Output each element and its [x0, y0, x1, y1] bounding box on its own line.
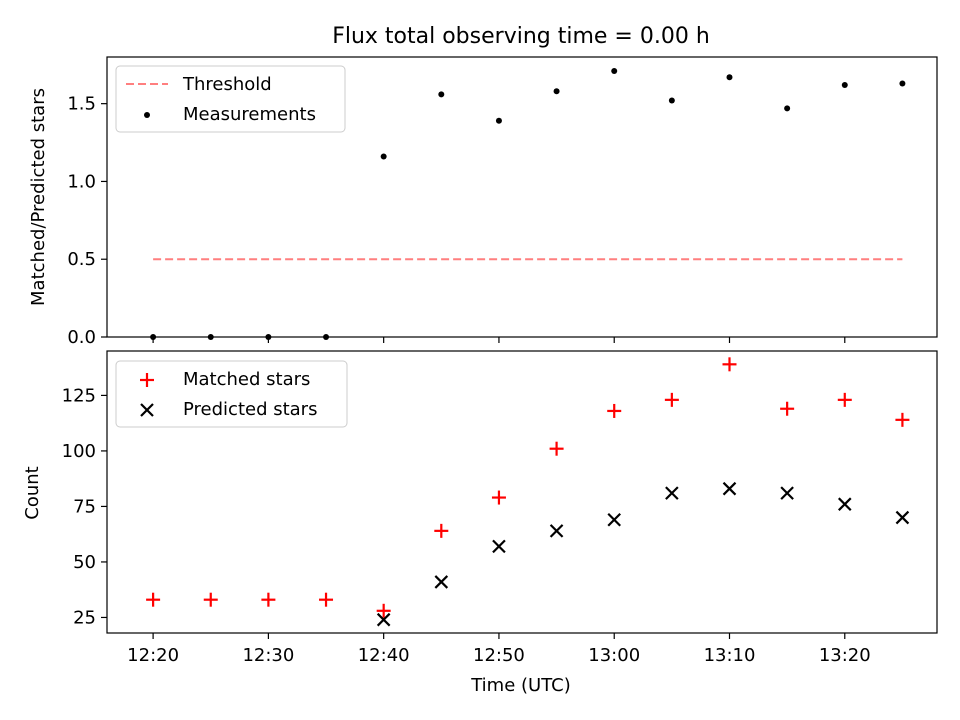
count-legend: Matched stars Predicted stars [115, 360, 348, 428]
measurement-point [611, 68, 618, 74]
count-y-tick-label: 50 [73, 552, 96, 573]
count-y-tick-label: 75 [73, 496, 96, 517]
matched-point [434, 523, 449, 538]
matched-legend-swatch [140, 373, 154, 387]
predicted-point [376, 612, 391, 627]
ratio-marks [150, 68, 906, 340]
x-tick-label: 12:50 [473, 645, 525, 666]
count-y-tick-label: 25 [73, 607, 96, 628]
count-plot-frame [106, 350, 938, 634]
ratio-y-axis-label: Matched/Predicted stars [28, 88, 49, 306]
ratio-legend: Threshold Measurements [115, 65, 346, 133]
x-axis-label: Time (UTC) [470, 675, 571, 696]
matched-point [607, 403, 622, 418]
count-panel: 25 50 75 100 125 12:20 12:30 12:40 12:50 13:00 13:… [22, 350, 938, 696]
measurement-point [726, 74, 733, 81]
matched-point [549, 441, 564, 456]
predicted-point [665, 486, 679, 500]
ratio-axes: 0.0 0.5 1.0 1.5 [67, 94, 846, 348]
matched-legend-label: Matched stars [183, 369, 310, 390]
predicted-point [434, 575, 449, 589]
ratio-y-tick-label: 1.5 [67, 94, 96, 115]
measurement-point [668, 97, 675, 104]
matched-point [146, 592, 161, 607]
matched-point [319, 592, 334, 607]
predicted-point [722, 481, 737, 496]
x-tick-label: 13:20 [819, 645, 871, 666]
matched-point [895, 412, 910, 427]
matched-point [261, 592, 276, 607]
count-y-tick-label: 100 [62, 441, 96, 462]
predicted-point [607, 512, 622, 527]
ratio-y-tick-label: 0.0 [67, 327, 96, 348]
matched-point [664, 392, 679, 407]
predicted-legend-swatch [140, 403, 154, 417]
count-marks [146, 357, 910, 627]
x-tick-label: 13:10 [704, 645, 756, 666]
measurement-point [553, 88, 560, 95]
threshold-legend-label: Threshold [182, 74, 272, 95]
count-axes: 25 50 75 100 125 12:20 12:30 12:40 12:50 13:00 13:… [62, 385, 871, 666]
measurement-point [784, 105, 791, 112]
measurement-point [380, 153, 387, 160]
figure-title: Flux total observing time = 0.00 h [332, 24, 710, 49]
predicted-point [895, 510, 910, 525]
matched-point [837, 392, 852, 407]
x-tick-label: 12:20 [127, 645, 179, 666]
measurement-point [899, 80, 906, 87]
measurement-point [841, 82, 848, 88]
measurement-point [495, 117, 502, 124]
measurements-legend-label: Measurements [183, 104, 316, 125]
predicted-point [780, 486, 794, 500]
x-tick-label: 13:00 [588, 645, 640, 666]
ratio-y-tick-label: 0.5 [67, 249, 96, 270]
predicted-point [837, 497, 852, 511]
ratio-panel: 0.0 0.5 1.0 1.5 Matched/Predicted stars Thr… [28, 56, 938, 348]
ratio-y-tick-label: 1.0 [67, 171, 96, 192]
count-y-tick-label: 125 [62, 385, 96, 406]
x-tick-label: 12:40 [358, 645, 410, 666]
matched-point [203, 592, 218, 607]
count-y-axis-label: Count [22, 466, 43, 519]
predicted-point [492, 539, 506, 554]
ratio-legend-box [115, 65, 346, 133]
matched-point [376, 603, 391, 618]
matched-point [780, 401, 795, 416]
count-legend-box [115, 360, 348, 428]
predicted-legend-label: Predicted stars [183, 399, 317, 420]
measurement-point [438, 91, 445, 98]
predicted-point [549, 524, 564, 538]
x-tick-label: 12:30 [242, 645, 294, 666]
measurements-legend-swatch [144, 112, 150, 118]
matched-point [722, 357, 737, 372]
matched-point [491, 490, 506, 505]
ratio-plot-frame [106, 56, 938, 338]
